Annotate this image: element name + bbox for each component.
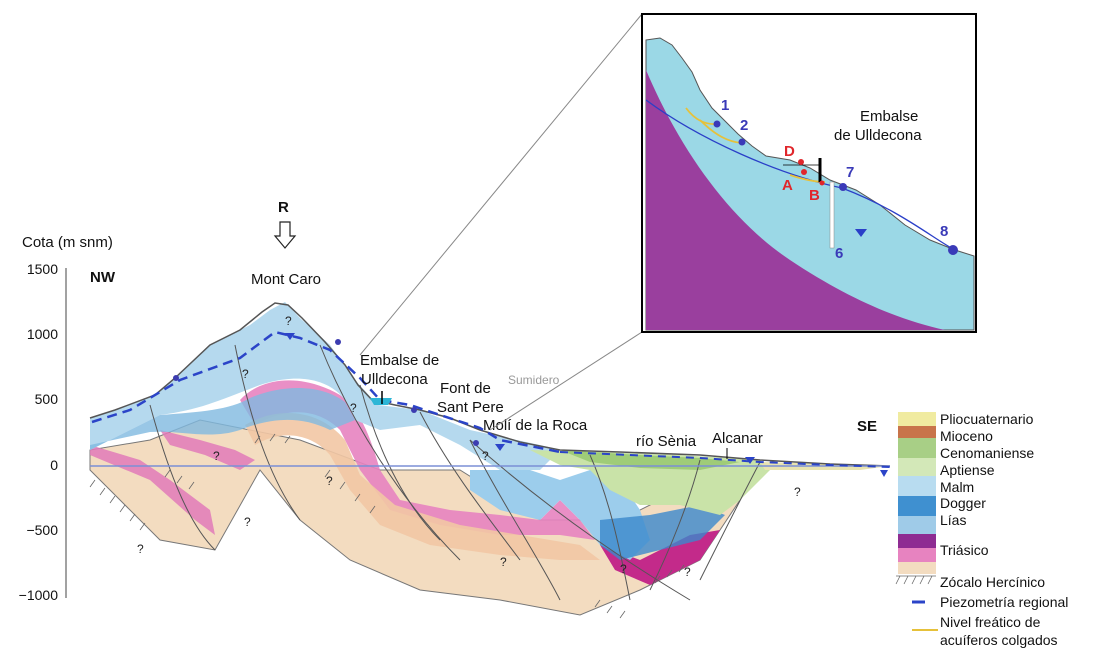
inset-title-line1: Embalse (860, 108, 918, 125)
dogger-band (90, 387, 355, 450)
place-mont-caro: Mont Caro (251, 271, 321, 288)
zoom-connector (359, 13, 643, 356)
legend-label: Lías (940, 512, 966, 528)
legend-piezometry: Piezometría regional (940, 594, 1068, 610)
unknown-marker: ? (326, 474, 333, 488)
water-table-markers (285, 333, 888, 477)
unknown-marker: ? (482, 449, 489, 463)
regional-piezometry-line (559, 451, 891, 468)
tick-label: 500 (35, 391, 59, 407)
inset-point-6: 6 (835, 245, 843, 262)
inset-point-b: B (809, 187, 820, 204)
geologic-cross-section: ? ? ? ? ? ? ? ? ? ? ? ? (89, 302, 891, 619)
triassic-band (90, 445, 215, 535)
topographic-surface (89, 302, 891, 467)
tick-label: 1500 (27, 261, 58, 277)
unknown-marker: ? (285, 314, 292, 328)
axis-title: Cota (m snm) (22, 234, 113, 251)
inset-water-table (645, 99, 956, 251)
unknown-marker: ? (137, 542, 144, 556)
cenomanian-band (560, 450, 740, 470)
inset-point-2: 2 (740, 117, 748, 134)
zoom-connector (489, 331, 643, 431)
tick-label: 0 (50, 457, 58, 473)
place-rio-senia: río Sènia (636, 433, 697, 450)
legend-hatch-icon (895, 575, 936, 585)
legend-swatch (898, 496, 936, 516)
legend-swatch (898, 412, 936, 426)
inset-perched-level (699, 119, 743, 144)
legend-swatch (898, 562, 936, 574)
legend-perched-line2: acuíferos colgados (940, 632, 1058, 648)
inset-title-line2: de Ulldecona (834, 127, 922, 144)
orientation-nw: NW (90, 269, 116, 286)
legend-label: Malm (940, 479, 974, 495)
legend: Pliocuaternario Mioceno Cenomaniense Apt… (895, 411, 1068, 648)
unknown-marker: ? (350, 401, 357, 415)
inset-well-6 (829, 181, 835, 249)
inset-point-a: A (782, 177, 793, 194)
legend-swatch (898, 548, 936, 562)
place-alcanar: Alcanar (712, 430, 763, 447)
spring-markers (173, 339, 479, 446)
unknown-marker: ? (684, 565, 691, 579)
legend-label: Mioceno (940, 428, 993, 444)
inset-detail: Embalse de Ulldecona 1 2 7 8 6 D A B (641, 13, 977, 333)
orientation-se: SE (857, 418, 877, 435)
legend-swatch (898, 534, 936, 548)
legend-swatch (898, 516, 936, 534)
place-sumidero: Sumidero (508, 373, 560, 387)
tick-label: −500 (26, 522, 58, 538)
recharge-arrow-icon (273, 221, 297, 249)
elevation-axis: Cota (m snm) 1500 1000 500 0 −500 −1000 (19, 234, 113, 603)
inset-point-1: 1 (721, 97, 729, 114)
reservoir-shape (370, 398, 392, 405)
unknown-marker: ? (242, 367, 249, 381)
legend-swatch (898, 438, 936, 458)
basement-hatching (89, 433, 685, 619)
inset-point-8: 8 (940, 223, 948, 240)
tick-label: 1000 (27, 326, 58, 342)
legend-swatch (898, 426, 936, 438)
inset-point-7: 7 (846, 164, 854, 181)
place-moli: Molí de la Roca (483, 417, 588, 434)
unknown-marker: ? (620, 562, 627, 576)
place-embalse-line2: Ulldecona (361, 371, 428, 388)
legend-perched-line1: Nivel freático de (940, 614, 1041, 630)
legend-swatch (898, 458, 936, 476)
inset-blue-points (713, 120, 958, 255)
place-embalse-line1: Embalse de (360, 352, 439, 369)
recharge-label: R (278, 199, 289, 216)
legend-label: Aptiense (940, 462, 995, 478)
legend-label: Triásico (940, 542, 989, 558)
legend-label: Dogger (940, 495, 986, 511)
dogger-east (600, 505, 725, 560)
jurassic-limestone (90, 302, 560, 470)
inset-red-points (798, 159, 825, 186)
fault-lines (149, 344, 761, 601)
unknown-marker: ? (794, 485, 801, 499)
legend-label: Pliocuaternario (940, 411, 1034, 427)
inset-basement (646, 70, 945, 330)
inset-water-table-marker (855, 229, 867, 237)
triassic-deep (600, 530, 720, 585)
basement-band (245, 413, 600, 560)
legend-swatch (898, 476, 936, 496)
tick-label: −1000 (19, 587, 59, 603)
unknown-marker: ? (213, 449, 220, 463)
place-font-line1: Font de (440, 380, 491, 397)
legend-label: Cenomaniense (940, 445, 1034, 461)
inset-point-d: D (784, 143, 795, 160)
triassic-band (160, 430, 255, 470)
legend-label: Zócalo Hercínico (940, 574, 1045, 590)
unknown-marker: ? (244, 515, 251, 529)
place-font-line2: Sant Pere (437, 399, 504, 416)
unknown-marker: ? (500, 555, 507, 569)
